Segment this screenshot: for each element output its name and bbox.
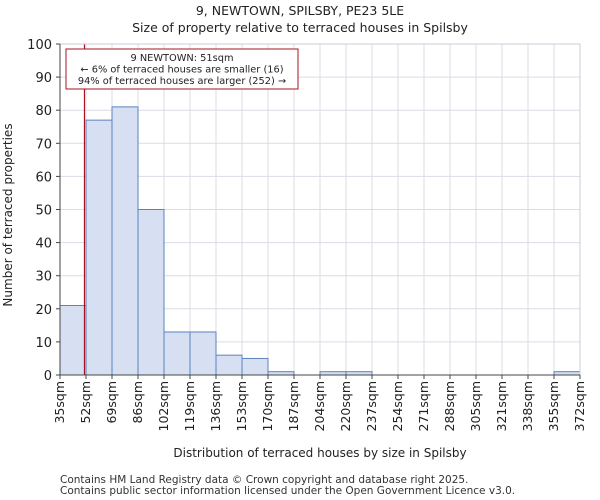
x-tick-label: 52sqm — [78, 381, 93, 424]
annotation-frame — [65, 48, 299, 90]
histogram-bar — [241, 357, 269, 376]
y-tick-label: 30 — [35, 270, 52, 285]
y-tick-label: 0 — [44, 369, 52, 384]
footer-line-2: Contains public sector information licen… — [60, 485, 516, 497]
x-tick-label: 153sqm — [234, 381, 249, 431]
x-tick-label: 136sqm — [208, 381, 223, 431]
x-tick-label: 355sqm — [546, 381, 561, 431]
x-tick-label: 372sqm — [572, 381, 587, 431]
histogram-bar — [59, 304, 87, 376]
y-axis-label: Number of terraced properties — [1, 123, 15, 306]
x-tick-label: 170sqm — [260, 381, 275, 431]
x-tick-label: 35sqm — [52, 381, 67, 424]
histogram-chart: 0 10 20 30 40 50 60 70 80 90 100 35sqm 52sqm 69sqm 86… — [1, 38, 587, 460]
bars — [59, 106, 581, 376]
x-tick-label: 119sqm — [182, 381, 197, 431]
x-tick-label: 187sqm — [286, 381, 301, 431]
footer-line-1: Contains HM Land Registry data © Crown c… — [60, 474, 469, 486]
chart-subtitle: Size of property relative to terraced ho… — [132, 20, 468, 35]
x-tick-labels: 35sqm 52sqm 69sqm 86sqm 102sqm 119sqm 136sqm 15… — [52, 375, 587, 431]
histogram-bar — [215, 354, 243, 376]
x-tick-label: 271sqm — [416, 381, 431, 431]
y-tick-label: 90 — [35, 71, 52, 86]
annotation-line: 94% of terraced houses are larger (252) … — [78, 76, 286, 87]
chart-title: 9, NEWTOWN, SPILSBY, PE23 5LE — [195, 3, 405, 18]
y-tick-labels: 0 10 20 30 40 50 60 70 80 90 100 — [27, 38, 60, 384]
y-tick-label: 10 — [35, 336, 52, 351]
x-tick-label: 204sqm — [312, 381, 327, 431]
x-tick-label: 321sqm — [494, 381, 509, 431]
y-tick-label: 20 — [35, 303, 52, 318]
histogram-bar — [137, 209, 165, 376]
annotation-line: 9 NEWTOWN: 51sqm — [130, 53, 233, 64]
annotation-line: ← 6% of terraced houses are smaller (16) — [80, 65, 283, 76]
y-tick-label: 80 — [35, 104, 52, 119]
y-tick-label: 60 — [35, 170, 52, 185]
x-tick-label: 237sqm — [364, 381, 379, 431]
x-tick-label: 338sqm — [520, 381, 535, 431]
x-tick-label: 86sqm — [130, 381, 145, 424]
x-tick-label: 69sqm — [104, 381, 119, 424]
y-tick-label: 100 — [27, 38, 52, 53]
histogram-bar — [85, 119, 113, 376]
histogram-bar — [163, 331, 191, 376]
x-axis-label: Distribution of terraced houses by size … — [173, 446, 466, 460]
histogram-bar — [189, 331, 217, 376]
y-tick-label: 50 — [35, 204, 52, 219]
histogram-bar — [111, 106, 139, 376]
x-tick-label: 220sqm — [338, 381, 353, 431]
x-tick-label: 305sqm — [468, 381, 483, 431]
x-tick-label: 288sqm — [442, 381, 457, 431]
y-tick-label: 70 — [35, 137, 52, 152]
y-tick-label: 40 — [35, 237, 52, 252]
annotation-box: 9 NEWTOWN: 51sqm← 6% of terraced houses … — [65, 48, 299, 90]
x-tick-label: 254sqm — [390, 381, 405, 431]
x-tick-label: 102sqm — [156, 381, 171, 431]
